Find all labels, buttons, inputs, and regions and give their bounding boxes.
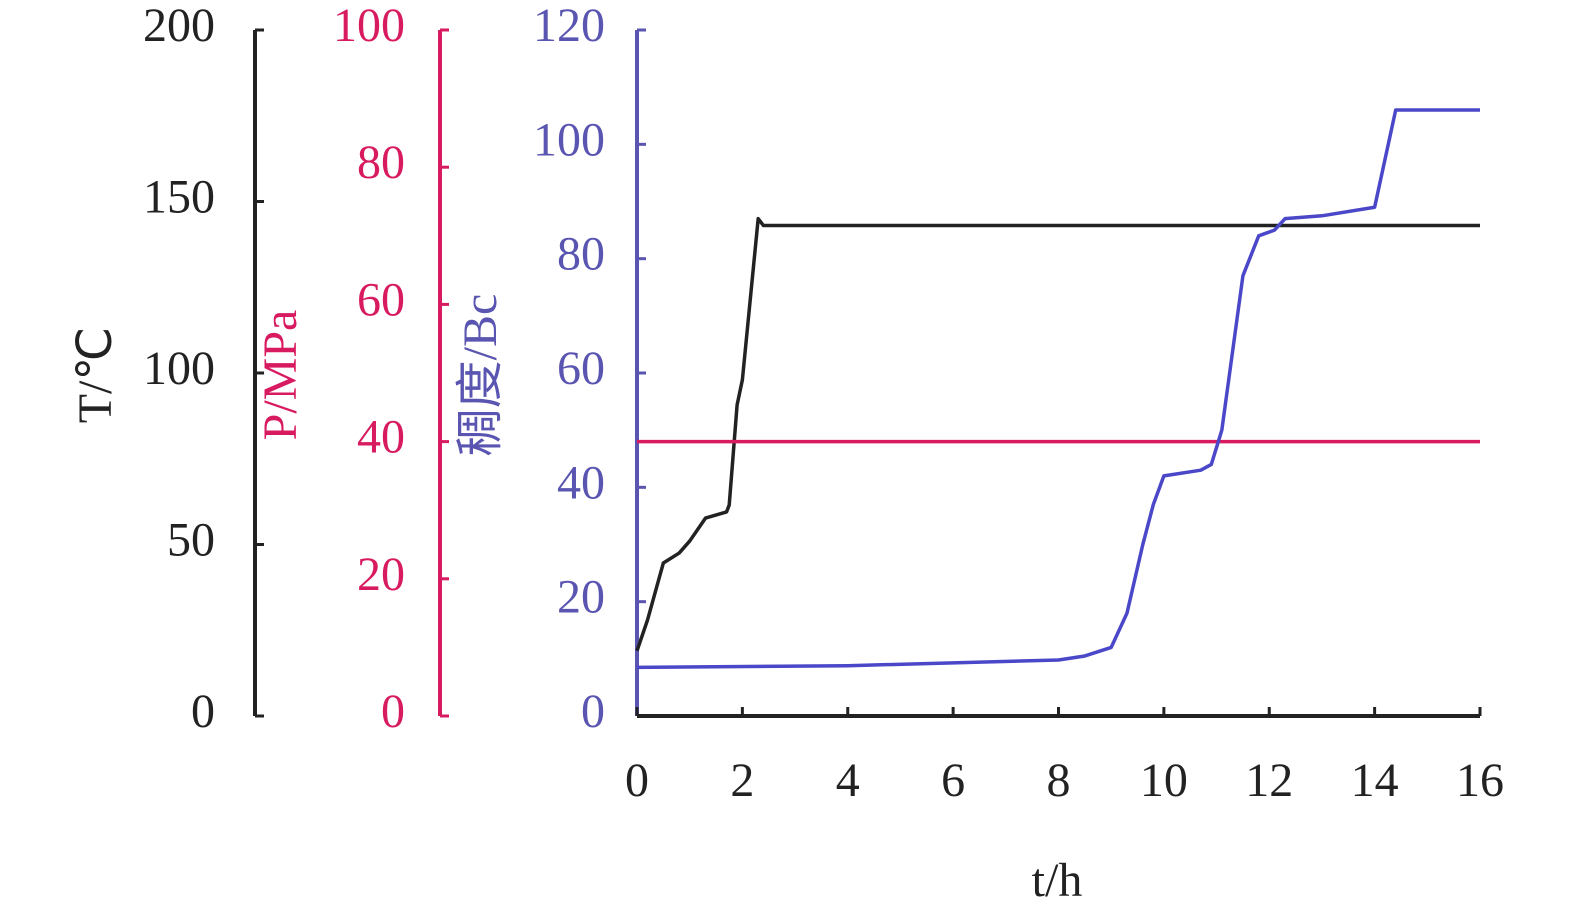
x-tick-label: 8 [1047,754,1071,807]
y-tick-label: 150 [143,171,215,224]
y-tick-label: 20 [357,548,405,601]
x-tick-label: 14 [1351,754,1399,807]
y-tick-label: 100 [333,0,405,52]
x-axis-label: t/h [1032,854,1083,907]
y-tick-label: 100 [143,342,215,395]
data-line [635,216,1480,652]
y-axis-label: 稠度/Bc [454,294,507,457]
y-tick-label: 0 [381,685,405,738]
y-tick-label: 200 [143,0,215,52]
x-tick-label: 4 [836,754,860,807]
x-tick-label: 0 [625,754,649,807]
y-axis-label: P/MPa [254,310,307,441]
y-tick-label: 50 [167,514,215,567]
y-tick-label: 100 [533,113,605,166]
y-tick-label: 0 [581,685,605,738]
x-tick-label: 16 [1456,754,1504,807]
y-tick-label: 20 [557,571,605,624]
x-tick-label: 12 [1245,754,1293,807]
y-tick-label: 60 [557,342,605,395]
y-tick-label: 40 [357,411,405,464]
y-axis-label: T/℃ [69,327,122,424]
x-tick-label: 2 [730,754,754,807]
y-tick-label: 80 [357,136,405,189]
y-tick-label: 120 [533,0,605,52]
x-tick-label: 10 [1140,754,1188,807]
y-tick-label: 60 [357,273,405,326]
data-line [636,108,1480,670]
y-tick-label: 80 [557,228,605,281]
y-tick-label: 40 [557,456,605,509]
y-tick-label: 0 [191,685,215,738]
x-tick-label: 6 [941,754,965,807]
